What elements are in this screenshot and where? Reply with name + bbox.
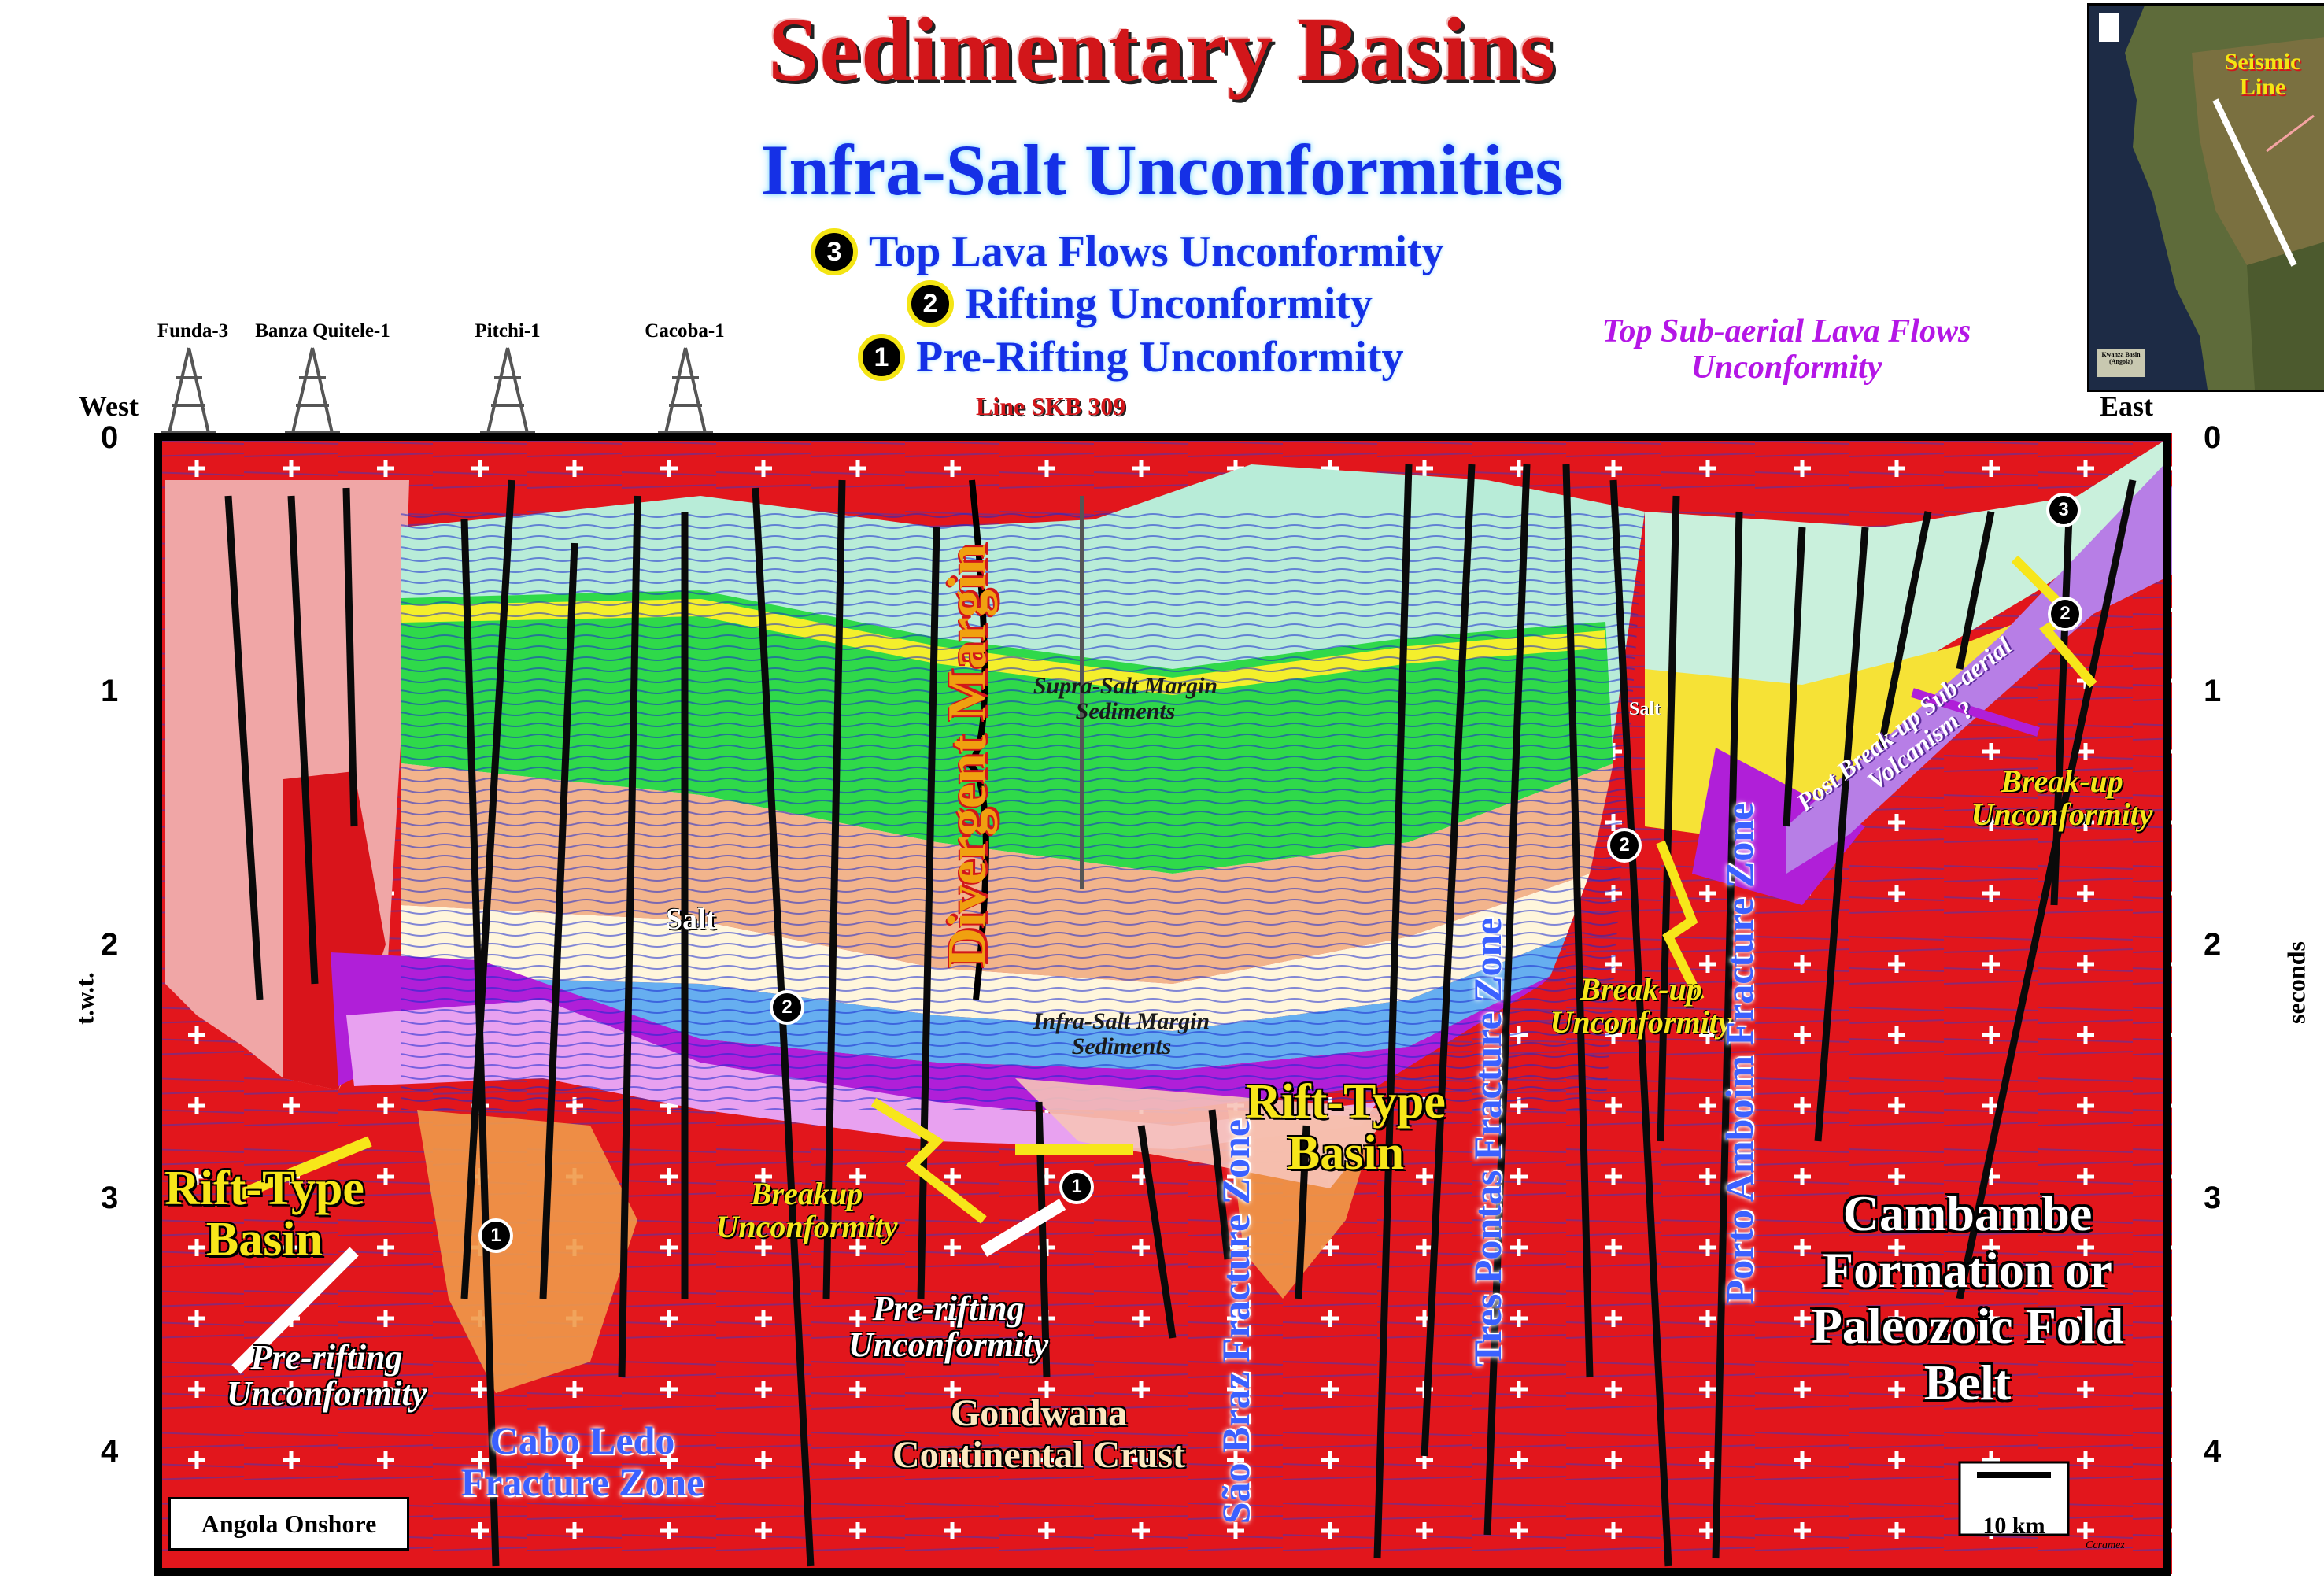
page-subtitle: Infra-Salt Unconformities <box>760 130 1564 210</box>
well-label-cacoba-1: Cacoba-1 <box>645 320 725 342</box>
right-tick-1: 1 <box>2204 674 2222 708</box>
marker-2-left: 2 <box>770 990 804 1025</box>
legend-badge-1: 1 <box>858 334 905 381</box>
label-breakup-mid: Break-up Unconformity <box>1550 971 1732 1040</box>
legend-item-1: 1 Pre-Rifting Unconformity <box>858 334 1404 381</box>
right-tick-3: 3 <box>2204 1181 2222 1215</box>
derrick-icon <box>480 347 535 434</box>
axis-label-left: t.w.t. <box>70 972 99 1025</box>
marker-1-left: 1 <box>478 1218 513 1253</box>
direction-west: West <box>79 390 139 422</box>
legend-item-3: 3 Top Lava Flows Unconformity <box>811 228 1444 275</box>
label-tres-pontas: Tres Pontas Fracture Zone <box>1465 917 1509 1367</box>
seismic-section <box>157 433 2172 1574</box>
derrick-icon <box>658 347 713 434</box>
well-label-banza-quitele-1: Banza Quitele-1 <box>255 320 390 342</box>
legend-label-2: Rifting Unconformity <box>965 279 1373 328</box>
label-top-lava: Top Sub-aerial Lava Flows Unconformity <box>1602 313 1971 386</box>
legend-badge-2: 2 <box>907 280 954 327</box>
line-name: Line SKB 309 <box>976 392 1126 420</box>
marker-3: 3 <box>2046 493 2081 527</box>
legend-badge-3: 3 <box>811 228 858 275</box>
label-prerift-left: Pre-rifting Unconformity <box>226 1338 427 1414</box>
left-tick-2: 2 <box>101 927 119 962</box>
section-frame <box>154 433 2171 1576</box>
page-title: Sedimentary Basins <box>768 0 1556 101</box>
inset-map-footer: Kwanza Basin (Angola) <box>2101 351 2141 365</box>
label-divergent-margin: Divergent Margin <box>937 543 998 968</box>
well-label-pitchi-1: Pitchi-1 <box>475 320 541 342</box>
right-tick-2: 2 <box>2204 927 2222 962</box>
label-salt-east: Salt <box>1629 699 1661 719</box>
legend-label-1: Pre-Rifting Unconformity <box>916 333 1404 382</box>
right-tick-4: 4 <box>2204 1434 2222 1469</box>
left-tick-3: 3 <box>101 1181 119 1215</box>
legend-item-2: 2 Rifting Unconformity <box>907 280 1373 327</box>
legend-label-3: Top Lava Flows Unconformity <box>869 227 1444 276</box>
scale-label: 10 km <box>1982 1513 2045 1539</box>
label-breakup-left: Breakup Unconformity <box>715 1176 898 1244</box>
label-prerift-mid: Pre-rifting Unconformity <box>848 1289 1049 1365</box>
inset-map: Seismic Line Kwanza Basin (Angola) <box>2087 3 2324 392</box>
derrick-icon <box>161 347 216 434</box>
inset-map-graphic <box>2089 6 2324 390</box>
credit-label: Ccramez <box>2086 1539 2125 1551</box>
label-salt-west: Salt <box>666 903 716 936</box>
location-box: Angola Onshore <box>168 1497 409 1551</box>
label-rift-left: Rift-Type Basin <box>164 1162 364 1267</box>
label-sao-braz: São Braz Fracture Zone <box>1213 1118 1258 1525</box>
inset-map-label: Seismic Line <box>2224 49 2301 100</box>
direction-east: East <box>2100 390 2154 422</box>
label-supra-salt: Supra-Salt Margin Sediments <box>1033 673 1218 724</box>
label-cambambe: Cambambe Formation or Paleozoic Fold Bel… <box>1811 1185 2124 1411</box>
label-cabo-ledo: Cabo Ledo Fracture Zone <box>460 1418 704 1504</box>
left-tick-4: 4 <box>101 1434 119 1469</box>
marker-1-mid: 1 <box>1059 1170 1094 1204</box>
left-tick-1: 1 <box>101 674 119 708</box>
derrick-icon <box>285 347 340 434</box>
label-infra-salt: Infra-Salt Margin Sediments <box>1033 1008 1210 1059</box>
label-breakup-right: Break-up Unconformity <box>1971 763 2153 832</box>
marker-2-mid: 2 <box>1607 828 1642 863</box>
axis-label-right: seconds <box>2282 941 2311 1024</box>
marker-2-right: 2 <box>2048 597 2082 631</box>
label-gondwana: Gondwana Continental Crust <box>892 1392 1186 1476</box>
label-rift-mid: Rift-Type Basin <box>1246 1075 1446 1181</box>
label-porto-amboim: Porto Amboim Fracture Zone <box>1716 802 1761 1304</box>
right-tick-0: 0 <box>2204 420 2222 455</box>
left-tick-0: 0 <box>101 420 119 455</box>
well-label-funda-3: Funda-3 <box>157 320 229 342</box>
